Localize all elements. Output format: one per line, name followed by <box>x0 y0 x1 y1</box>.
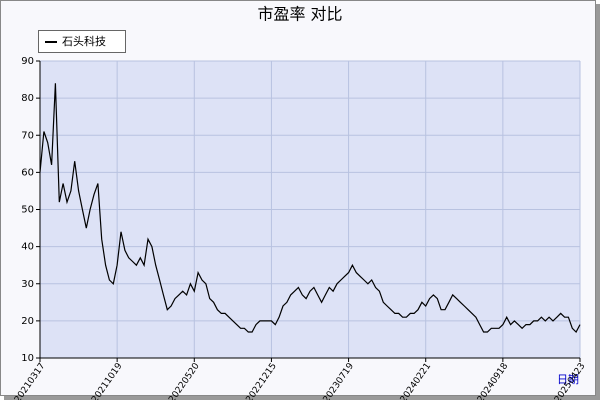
y-tick-label: 50 <box>21 205 34 216</box>
legend-label: 石头科技 <box>62 34 106 48</box>
y-tick-label: 20 <box>21 316 34 327</box>
y-tick-label: 70 <box>21 130 34 141</box>
y-tick-label: 30 <box>21 279 34 290</box>
legend-box <box>38 30 126 53</box>
frame-shadow <box>4 396 600 400</box>
y-tick-label: 90 <box>21 56 34 67</box>
y-tick-label: 60 <box>21 167 34 178</box>
chart-title: 市盈率 对比 <box>257 5 342 24</box>
x-axis-label: 日期 <box>557 373 579 386</box>
line <box>39 83 581 333</box>
y-tick-label: 40 <box>21 242 34 253</box>
y-tick-label: 80 <box>21 93 34 104</box>
frame-shadow <box>596 4 600 400</box>
y-tick-label: 10 <box>21 353 34 364</box>
